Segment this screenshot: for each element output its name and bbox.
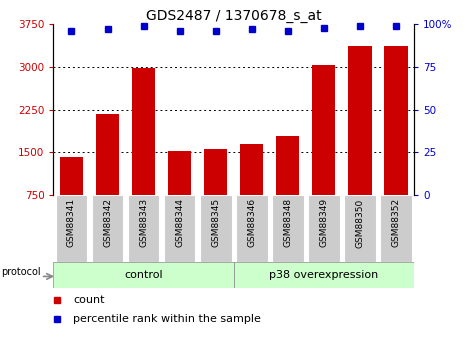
Bar [272, 195, 304, 262]
Text: control: control [124, 270, 163, 280]
Bar [92, 195, 123, 262]
Text: protocol: protocol [1, 267, 41, 277]
Bar [60, 157, 83, 195]
Text: percentile rank within the sample: percentile rank within the sample [73, 314, 261, 324]
Bar [56, 195, 87, 262]
Text: GSM88352: GSM88352 [392, 198, 400, 247]
Bar [380, 195, 412, 262]
Text: GSM88343: GSM88343 [139, 198, 148, 247]
Text: GSM88345: GSM88345 [211, 198, 220, 247]
Bar [164, 195, 195, 262]
Bar [348, 46, 372, 195]
Title: GDS2487 / 1370678_s_at: GDS2487 / 1370678_s_at [146, 9, 321, 23]
Bar [312, 65, 335, 195]
Text: GSM88346: GSM88346 [247, 198, 256, 247]
Bar [276, 136, 299, 195]
Text: GSM88350: GSM88350 [355, 198, 364, 248]
Bar [168, 150, 191, 195]
Text: GSM88342: GSM88342 [103, 198, 112, 247]
Bar [344, 195, 376, 262]
Bar [236, 195, 267, 262]
Text: GSM88344: GSM88344 [175, 198, 184, 247]
Bar [132, 68, 155, 195]
Bar [240, 144, 263, 195]
Text: GSM88349: GSM88349 [319, 198, 328, 247]
Bar [234, 262, 414, 288]
Bar [53, 262, 234, 288]
Bar [128, 195, 159, 262]
Bar [384, 46, 407, 195]
Bar [204, 149, 227, 195]
Bar [96, 114, 119, 195]
Bar [308, 195, 339, 262]
Bar [200, 195, 232, 262]
Text: GSM88341: GSM88341 [67, 198, 76, 247]
Text: p38 overexpression: p38 overexpression [269, 270, 379, 280]
Text: GSM88348: GSM88348 [283, 198, 292, 247]
Text: count: count [73, 295, 105, 305]
